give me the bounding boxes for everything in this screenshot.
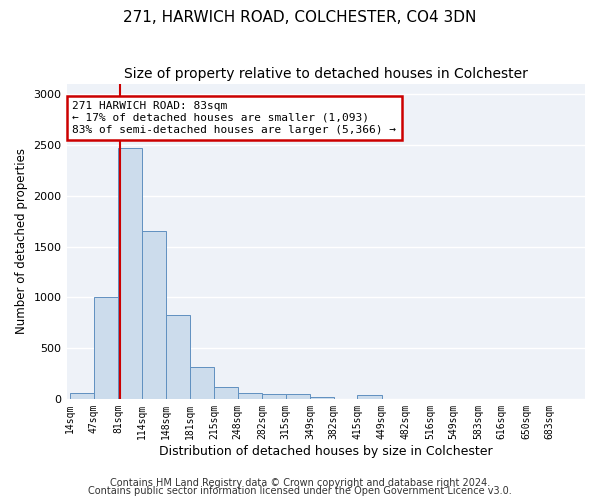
Bar	[358, 396, 382, 399]
X-axis label: Distribution of detached houses by size in Colchester: Distribution of detached houses by size …	[159, 444, 493, 458]
Bar	[190, 368, 214, 399]
Bar	[286, 394, 310, 399]
Y-axis label: Number of detached properties: Number of detached properties	[15, 148, 28, 334]
Bar	[70, 392, 94, 399]
Bar	[262, 394, 286, 399]
Bar	[214, 386, 238, 399]
Bar	[166, 314, 190, 399]
Bar	[238, 393, 262, 399]
Text: Contains HM Land Registry data © Crown copyright and database right 2024.: Contains HM Land Registry data © Crown c…	[110, 478, 490, 488]
Bar	[310, 397, 334, 399]
Title: Size of property relative to detached houses in Colchester: Size of property relative to detached ho…	[124, 68, 528, 82]
Text: Contains public sector information licensed under the Open Government Licence v3: Contains public sector information licen…	[88, 486, 512, 496]
Text: 271, HARWICH ROAD, COLCHESTER, CO4 3DN: 271, HARWICH ROAD, COLCHESTER, CO4 3DN	[124, 10, 476, 25]
Bar	[118, 148, 142, 399]
Bar	[94, 298, 118, 399]
Text: 271 HARWICH ROAD: 83sqm
← 17% of detached houses are smaller (1,093)
83% of semi: 271 HARWICH ROAD: 83sqm ← 17% of detache…	[72, 102, 396, 134]
Bar	[142, 232, 166, 399]
